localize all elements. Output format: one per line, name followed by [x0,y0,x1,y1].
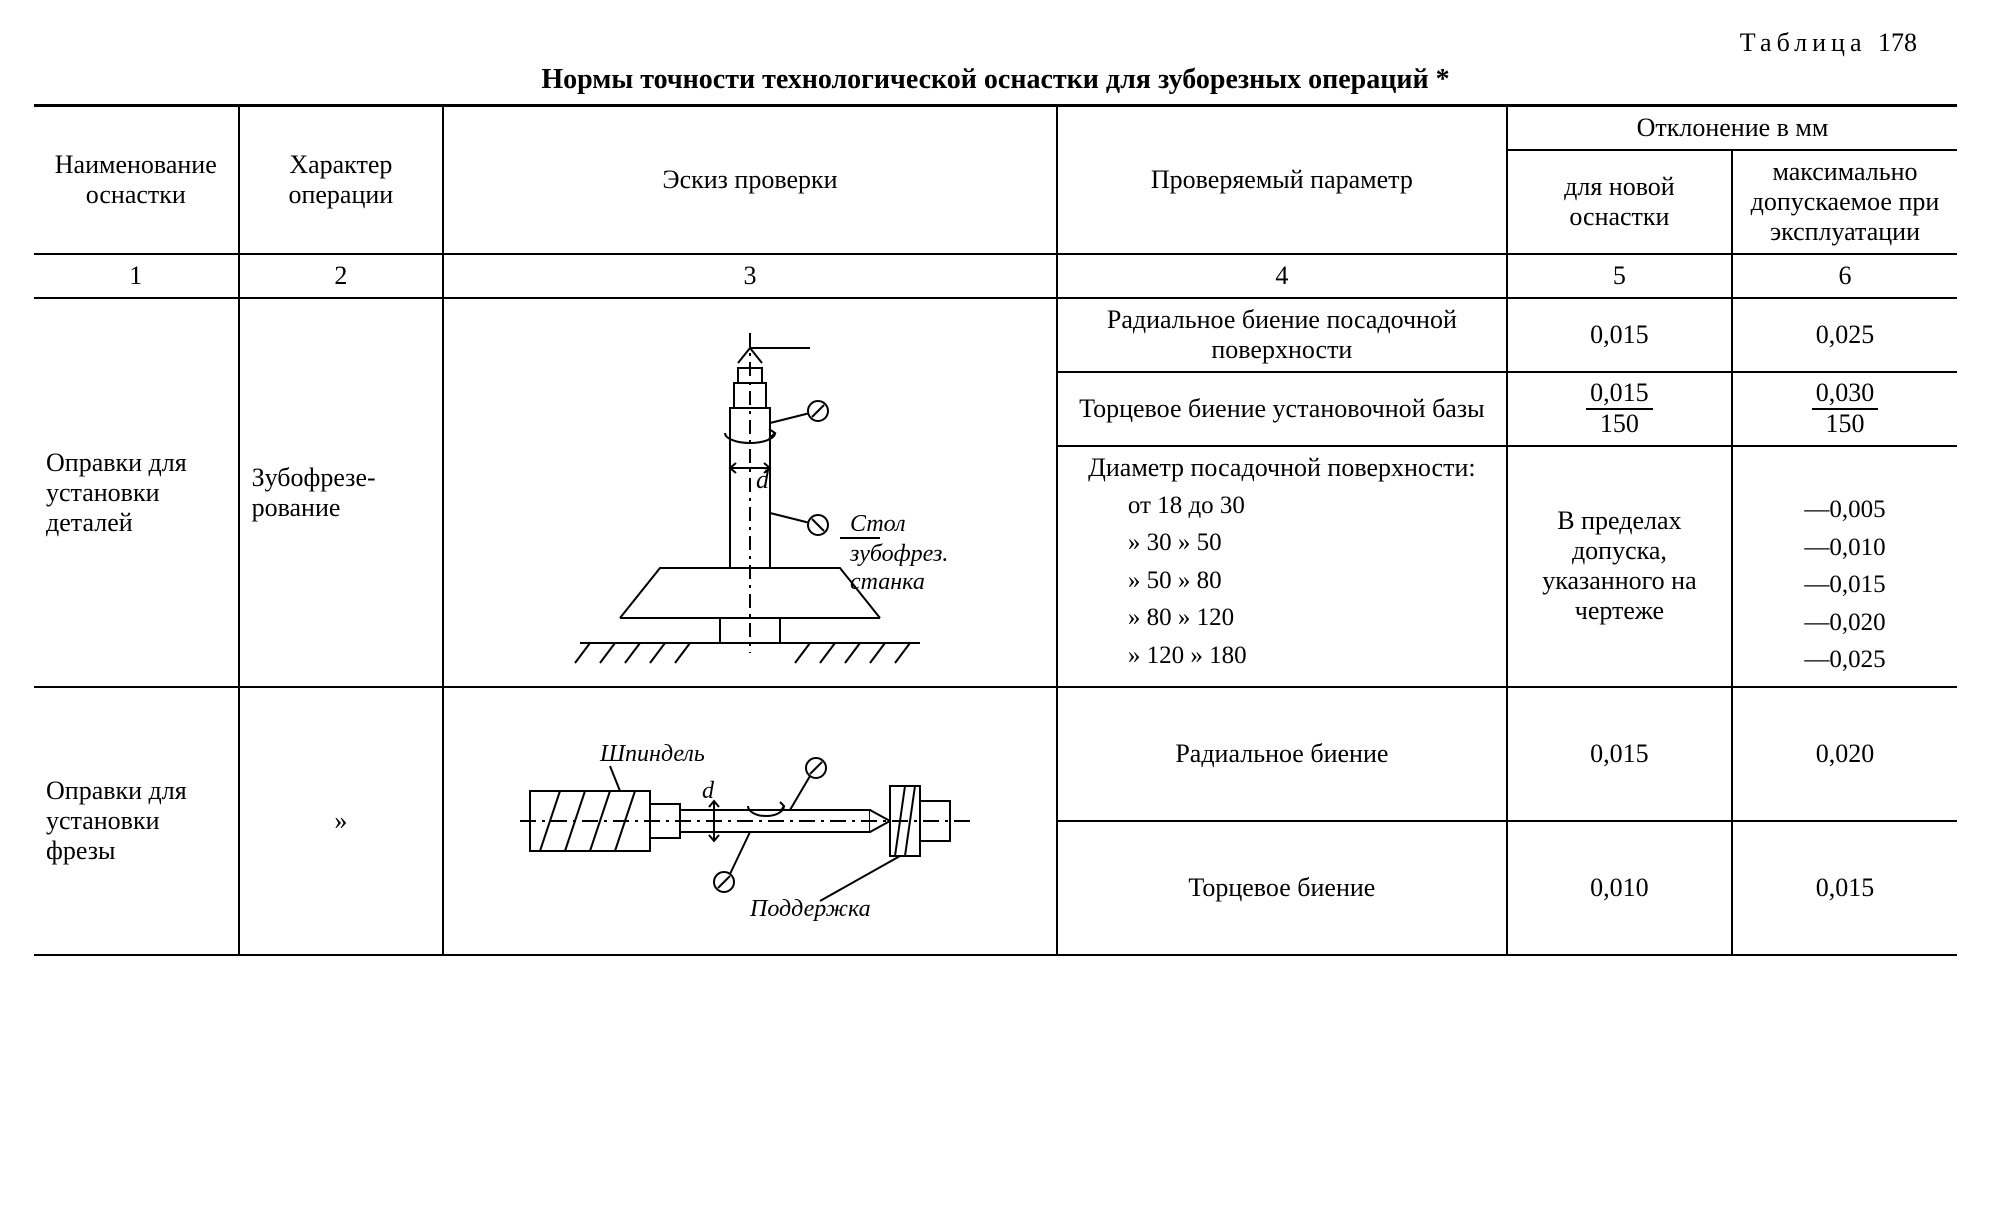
colnum-2: 2 [239,254,444,298]
row2-v1-new: 0,015 [1507,687,1732,821]
row2-line1: Оправки для установки фрезы » [34,687,1957,821]
row1-sketch-l1: Стол [850,511,906,537]
row1-v1-new: 0,015 [1507,298,1732,372]
header-c6: максимально допускаемое при эксплуа­таци… [1732,150,1957,254]
row2-sketch-d: d [702,778,715,804]
header-group-deviation: Отклонение в мм [1507,106,1957,151]
row1-v2-new: 0,015150 [1507,372,1732,446]
row2-param1: Радиальное биение [1057,687,1507,821]
table-number: 178 [1878,28,1917,57]
row2-v1-max: 0,020 [1732,687,1957,821]
colnum-4: 4 [1057,254,1507,298]
row1-v1-max: 0,025 [1732,298,1957,372]
row2-sketch-cell: d Шпиндель Поддержка [443,687,1057,955]
row1-v3-max: —0,005 —0,010 —0,015 —0,020 —0,025 [1732,446,1957,688]
row2-param2: Торцевое биение [1057,821,1507,955]
row1-param3: Диаметр посадочной поверхности: от 18 до… [1057,446,1507,688]
row1-sketch-cell: d Стол зубофрез. станка [443,298,1057,687]
header-row-group: Наименование оснастки Характер операции … [34,106,1957,151]
row1-sketch-d: d [756,465,770,494]
row1-v3-new: В пределах допуска, указанного на чертеж… [1507,446,1732,688]
row2-name: Оправки для установки фрезы [34,687,239,955]
row2-v2-max: 0,015 [1732,821,1957,955]
column-number-row: 1 2 3 4 5 6 [34,254,1957,298]
colnum-6: 6 [1732,254,1957,298]
row2-sketch-support: Поддержка [749,896,871,922]
row2-sketch-spindle: Шпиндель [599,741,705,767]
table-number-label: Таблица 178 [34,28,1957,58]
header-c2: Характер операции [239,106,444,255]
header-c4: Проверяемый параметр [1057,106,1507,255]
row2-operation: » [239,687,444,955]
colnum-1: 1 [34,254,239,298]
row1-sketch-l3: станка [850,569,925,595]
row1-v2-max: 0,030150 [1732,372,1957,446]
header-c3: Эскиз проверки [443,106,1057,255]
table-word: Таблица [1740,28,1867,57]
row1-sketch: d Стол зубофрез. станка [520,313,980,673]
row1-param1: Радиальное биение поса­дочной поверхност… [1057,298,1507,372]
row2-v2-new: 0,010 [1507,821,1732,955]
colnum-5: 5 [1507,254,1732,298]
colnum-3: 3 [443,254,1057,298]
main-table: Наименование оснастки Характер операции … [34,104,1957,956]
row1-param2: Торцевое биение устано­вочной базы [1057,372,1507,446]
row1-param3-list: от 18 до 30 » 30 » 50 » 50 » 80 » 80 » 1… [1068,487,1496,681]
row2-sketch: d Шпиндель Поддержка [490,706,1010,936]
row1-name: Оправки для установки деталей [34,298,239,687]
row1-sketch-l2: зубофрез. [849,541,948,567]
header-c5: для новой оснастки [1507,150,1732,254]
header-c1: Наименование оснастки [34,106,239,255]
table-title: Нормы точности технологической оснастки … [34,64,1957,96]
row1-line1: Оправки для установки деталей Зубофрезе­… [34,298,1957,372]
row1-operation: Зубофрезе­рование [239,298,444,687]
